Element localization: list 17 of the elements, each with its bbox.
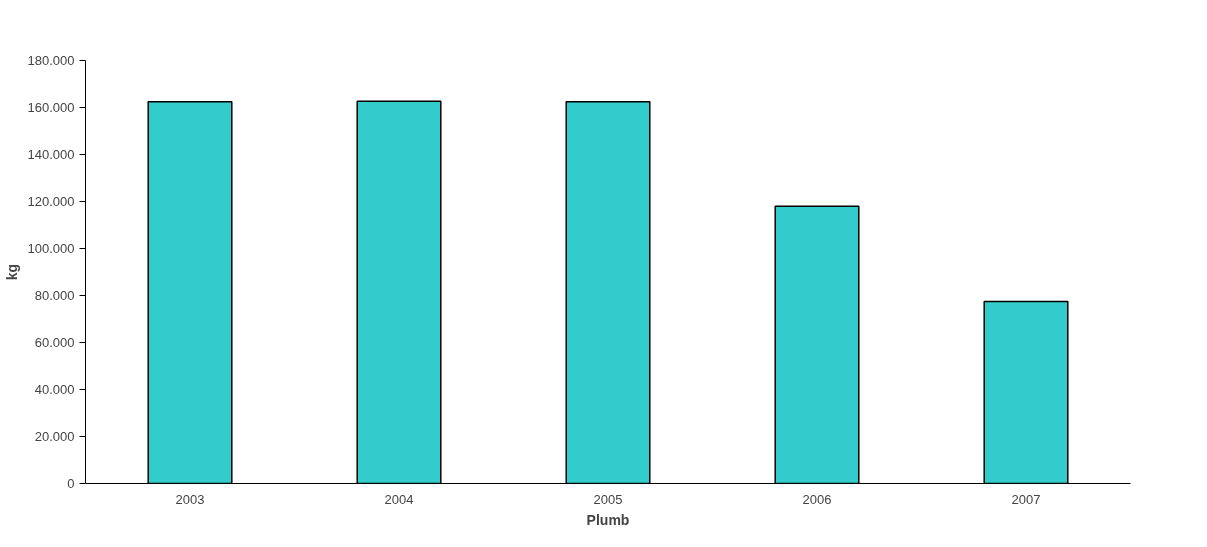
y-tick-label: 120.000 — [27, 194, 75, 209]
y-tick-label: 100.000 — [27, 241, 75, 256]
y-tick-label: 0 — [67, 476, 75, 491]
y-tick-label: 20.000 — [34, 429, 75, 444]
x-axis-title: Plumb — [586, 511, 630, 528]
y-tick-label: 140.000 — [27, 147, 75, 162]
x-tick-label: 2006 — [802, 491, 832, 507]
y-tick-label: 60.000 — [34, 335, 75, 350]
y-tick-label: 40.000 — [34, 382, 75, 397]
y-tick-label: 180.000 — [27, 53, 75, 68]
x-tick-label: 2004 — [384, 491, 414, 507]
y-tick-label: 80.000 — [34, 288, 75, 303]
x-tick-label: 2005 — [593, 491, 623, 507]
y-tick-label: 160.000 — [27, 100, 75, 115]
x-tick-label: 2007 — [1011, 491, 1041, 507]
x-tick-label: 2003 — [175, 491, 205, 507]
y-axis-title: kg — [3, 263, 20, 281]
